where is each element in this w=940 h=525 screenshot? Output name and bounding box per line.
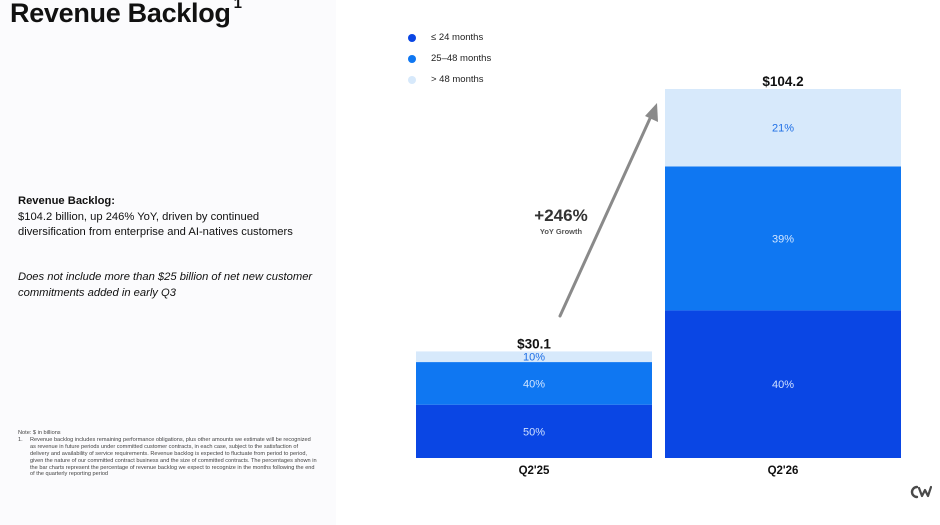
legend-item-le-24-months: ≤ 24 months <box>408 27 491 48</box>
left-panel <box>0 0 336 525</box>
growth-arrow-head <box>645 103 658 122</box>
backlog-description: Revenue Backlog: $104.2 billion, up 246%… <box>18 194 318 241</box>
data-label: 40% <box>523 378 545 390</box>
legend-label: 25–48 months <box>431 53 492 64</box>
data-label: 21% <box>772 123 794 135</box>
footnote-1: 1. Revenue backlog includes remaining pe… <box>18 437 318 478</box>
data-label: 50% <box>523 426 545 438</box>
bar-segment-25-48-months <box>665 166 901 311</box>
bar-segment-le-24-months <box>665 310 901 458</box>
data-label: 10% <box>523 352 545 364</box>
bar-total-label: $30.1 <box>517 336 551 351</box>
legend-swatch <box>408 33 416 42</box>
bar-segment-25-48-months <box>416 362 652 405</box>
title-footnote-marker: 1 <box>233 0 242 12</box>
page-title: Revenue Backlog 1 <box>10 0 242 29</box>
x-tick-label: Q2'25 <box>519 465 550 477</box>
legend-item-gt-48-months: > 48 months <box>408 69 491 90</box>
bar-total-label: $104.2 <box>762 74 803 89</box>
legend-label: ≤ 24 months <box>431 32 484 43</box>
bar-segment-gt-48-months <box>416 351 652 363</box>
company-logo-icon <box>910 485 932 499</box>
footnote-number: 1. <box>18 436 23 443</box>
x-tick-label: Q2'26 <box>768 465 799 477</box>
description-heading: Revenue Backlog: <box>18 195 115 207</box>
data-label: 39% <box>772 233 794 245</box>
chart-legend: ≤ 24 months 25–48 months > 48 months <box>408 27 491 90</box>
unit-note: Note: $ in billions <box>18 430 61 436</box>
legend-swatch <box>408 75 416 84</box>
bar-segment-gt-48-months <box>665 89 901 167</box>
data-label: 40% <box>772 379 794 391</box>
legend-label: > 48 months <box>431 74 484 85</box>
footnote-text: Revenue backlog includes remaining perfo… <box>30 436 317 478</box>
footnotes: Note: $ in billions 1. Revenue backlog i… <box>18 430 318 478</box>
legend-item-25-48-months: 25–48 months <box>408 48 491 69</box>
bar-segment-le-24-months <box>416 404 652 458</box>
description-italic-note: Does not include more than $25 billion o… <box>18 271 313 299</box>
yoy-growth-value: +246% <box>534 206 587 225</box>
legend-swatch <box>408 54 416 63</box>
description-body: $104.2 billion, up 246% YoY, driven by c… <box>18 210 293 239</box>
growth-arrow-line <box>558 112 654 318</box>
yoy-growth-caption: YoY Growth <box>540 227 583 236</box>
